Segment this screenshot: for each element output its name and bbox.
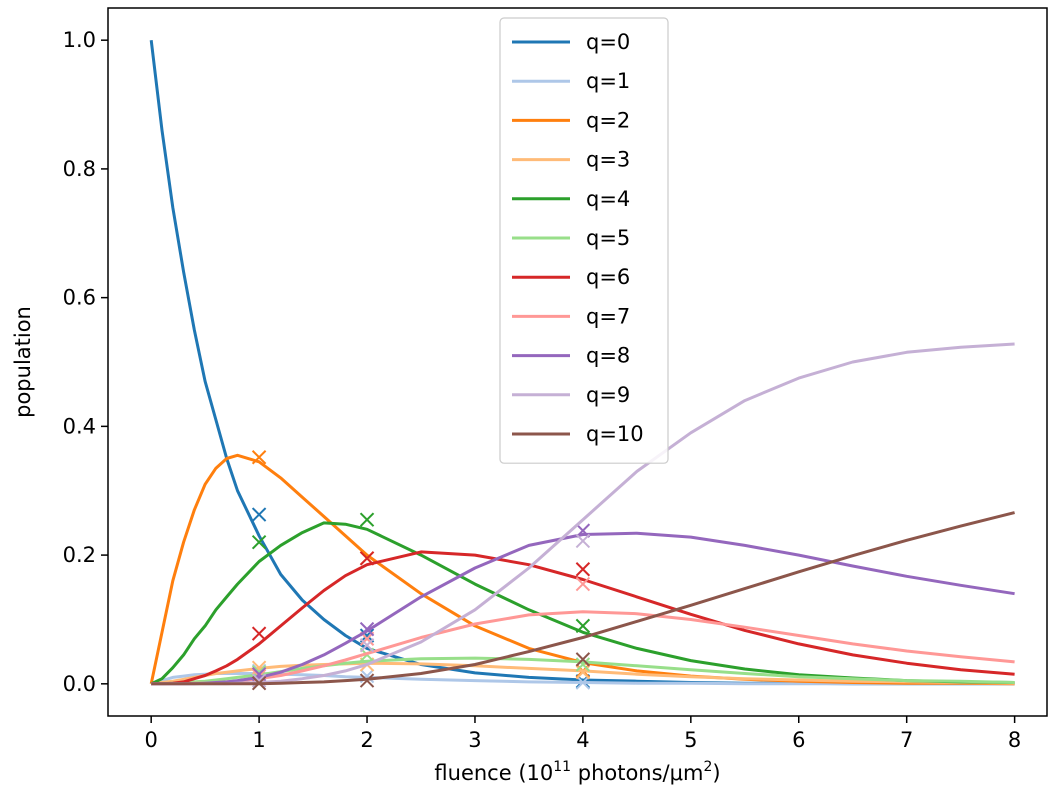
- legend-item: q=3: [512, 148, 630, 172]
- legend-label: q=1: [586, 69, 630, 93]
- y-axis: 0.0 0.2 0.4 0.6 0.8 1.0: [63, 28, 108, 696]
- y-tick-label: 0.0: [63, 672, 96, 696]
- legend-label: q=4: [586, 187, 630, 211]
- data-marker: [251, 675, 267, 691]
- legend-item: q=9: [512, 383, 630, 407]
- data-marker: [575, 618, 591, 634]
- data-marker: [575, 576, 591, 592]
- x-axis-label-unit-exponent: 2: [703, 759, 712, 775]
- data-marker: [575, 533, 591, 549]
- legend-item: q=8: [512, 344, 630, 368]
- data-marker: [575, 523, 591, 538]
- legend-label: q=6: [586, 265, 630, 289]
- series-q=4: [150, 512, 1015, 686]
- legend-item: q=7: [512, 304, 630, 328]
- data-marker: [251, 450, 267, 465]
- series-line-q=6: [151, 550, 1015, 686]
- axes-frame: [107, 7, 1048, 717]
- x-axis-label-close: ): [712, 761, 720, 785]
- legend-item: q=0: [512, 30, 630, 54]
- data-marker: [575, 652, 591, 667]
- legend-item: q=6: [512, 265, 630, 289]
- data-marker: [359, 512, 375, 527]
- x-axis: 0 1 2 3 4 5 6 7 8: [144, 716, 1021, 752]
- series-q=10: [151, 511, 1015, 691]
- series-line-q=10: [151, 511, 1015, 686]
- x-tick-label: 2: [360, 728, 373, 752]
- x-axis-label-main: fluence (10: [434, 761, 553, 785]
- legend-item: q=4: [512, 187, 630, 211]
- y-tick-label: 1.0: [63, 28, 96, 52]
- x-axis-label: fluence (1011 photons/μm2): [434, 759, 720, 785]
- data-marker: [359, 551, 375, 566]
- x-tick-label: 3: [468, 728, 481, 752]
- x-tick-label: 8: [1008, 728, 1021, 752]
- series-q=6: [151, 550, 1015, 686]
- legend-label: q=10: [586, 422, 644, 446]
- data-marker: [575, 675, 591, 690]
- legend-label: q=3: [586, 148, 630, 172]
- x-axis-label-unit: photons/μm: [571, 761, 703, 785]
- data-marker: [359, 673, 375, 688]
- legend-item: q=10: [512, 422, 644, 446]
- x-tick-label: 4: [576, 728, 589, 752]
- x-tick-label: 0: [144, 728, 157, 752]
- legend-item: q=5: [512, 226, 630, 250]
- y-tick-label: 0.8: [63, 157, 96, 181]
- legend-label: q=2: [586, 108, 630, 132]
- series-line-q=4: [150, 521, 1015, 686]
- legend-label: q=8: [586, 344, 630, 368]
- legend-box: [499, 17, 669, 464]
- legend: q=0 q=1 q=2 q=3 q=4 q=5 q=6 q=7 q=8 q=9 q=10: [499, 17, 669, 464]
- series-line-q=1: [150, 672, 1015, 686]
- series-line-q=5: [151, 656, 1015, 686]
- legend-label: q=0: [586, 30, 630, 54]
- data-marker: [575, 562, 591, 577]
- legend-label: q=9: [586, 383, 630, 407]
- legend-item: q=2: [512, 108, 630, 132]
- x-tick-label: 7: [900, 728, 913, 752]
- series-q=5: [151, 647, 1015, 686]
- y-tick-label: 0.2: [63, 543, 96, 567]
- legend-label: q=7: [586, 304, 630, 328]
- y-axis-label: population: [11, 306, 35, 418]
- data-marker: [251, 507, 267, 522]
- legend-item: q=1: [512, 69, 630, 93]
- x-tick-label: 1: [252, 728, 265, 752]
- data-marker: [359, 637, 375, 653]
- x-tick-label: 5: [684, 728, 697, 752]
- plot-area: [149, 40, 1015, 691]
- y-tick-label: 0.4: [63, 414, 96, 438]
- y-tick-label: 0.6: [63, 286, 96, 310]
- x-axis-label-exponent: 11: [553, 759, 571, 775]
- x-tick-label: 6: [792, 728, 805, 752]
- data-marker: [359, 621, 375, 637]
- data-marker: [251, 626, 267, 641]
- legend-label: q=5: [586, 226, 630, 250]
- data-marker: [575, 657, 591, 672]
- data-marker: [251, 535, 267, 550]
